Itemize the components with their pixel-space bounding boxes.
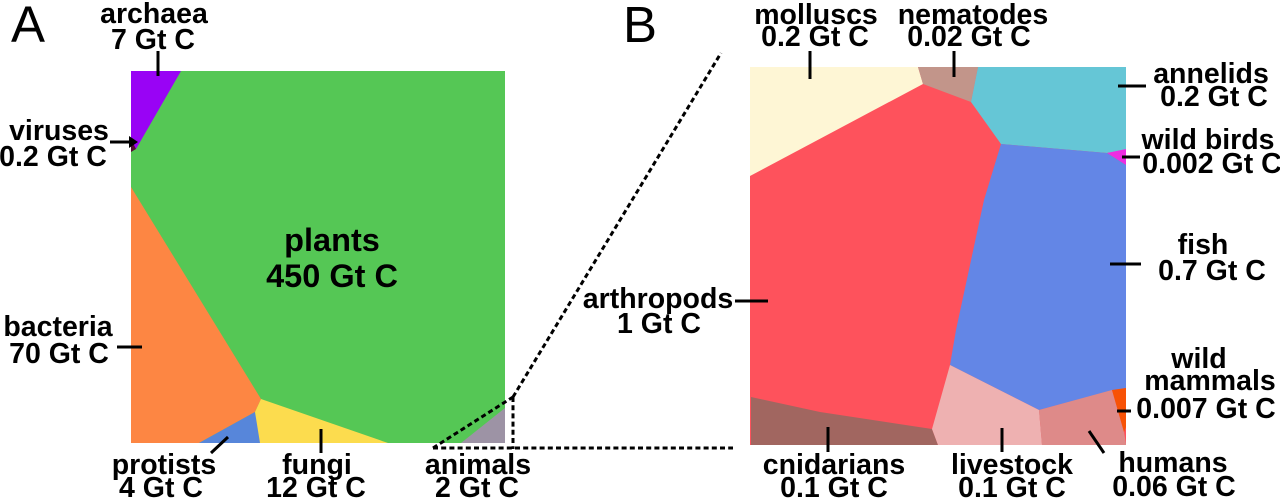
svg-text:450 Gt C: 450 Gt C bbox=[266, 258, 398, 294]
svg-text:0.002 Gt C: 0.002 Gt C bbox=[1142, 148, 1280, 180]
svg-text:2 Gt C: 2 Gt C bbox=[435, 472, 519, 500]
svg-text:viruses: viruses bbox=[9, 115, 109, 147]
svg-text:archaea: archaea bbox=[100, 0, 209, 30]
svg-text:0.1 Gt C: 0.1 Gt C bbox=[780, 472, 888, 500]
svg-text:12 Gt C: 12 Gt C bbox=[266, 472, 366, 500]
svg-text:mammals: mammals bbox=[1144, 365, 1276, 397]
svg-text:0.06 Gt C: 0.06 Gt C bbox=[1112, 471, 1236, 500]
svg-text:70 Gt C: 70 Gt C bbox=[9, 338, 109, 370]
svg-text:wild birds: wild birds bbox=[1140, 124, 1274, 156]
svg-text:animals: animals bbox=[425, 449, 531, 481]
svg-text:bacteria: bacteria bbox=[3, 311, 113, 343]
svg-text:wild: wild bbox=[1170, 343, 1226, 375]
svg-text:livestock: livestock bbox=[951, 449, 1073, 481]
svg-text:0.2 Gt C: 0.2 Gt C bbox=[1160, 81, 1268, 113]
svg-text:0.02 Gt C: 0.02 Gt C bbox=[907, 21, 1031, 53]
svg-text:molluscs: molluscs bbox=[754, 0, 878, 31]
svg-text:A: A bbox=[11, 0, 45, 53]
svg-text:0.1 Gt C: 0.1 Gt C bbox=[958, 472, 1066, 500]
svg-text:0.007 Gt C: 0.007 Gt C bbox=[1136, 393, 1275, 425]
svg-text:arthropods: arthropods bbox=[583, 283, 733, 315]
svg-text:B: B bbox=[623, 0, 657, 53]
svg-text:humans: humans bbox=[1118, 447, 1227, 479]
svg-text:4 Gt C: 4 Gt C bbox=[119, 472, 203, 500]
svg-text:annelids: annelids bbox=[1153, 58, 1269, 90]
svg-text:0.2 Gt C: 0.2 Gt C bbox=[761, 21, 869, 53]
svg-text:cnidarians: cnidarians bbox=[763, 449, 906, 481]
svg-text:0.7 Gt C: 0.7 Gt C bbox=[1158, 255, 1266, 287]
svg-text:1 Gt C: 1 Gt C bbox=[617, 308, 701, 340]
svg-text:plants: plants bbox=[284, 222, 380, 258]
svg-text:fish: fish bbox=[1178, 229, 1229, 261]
svg-text:0.2 Gt C: 0.2 Gt C bbox=[0, 141, 107, 173]
svg-text:fungi: fungi bbox=[282, 449, 352, 481]
svg-text:protists: protists bbox=[112, 449, 217, 481]
svg-text:nematodes: nematodes bbox=[898, 0, 1048, 31]
svg-text:7 Gt C: 7 Gt C bbox=[111, 24, 195, 56]
